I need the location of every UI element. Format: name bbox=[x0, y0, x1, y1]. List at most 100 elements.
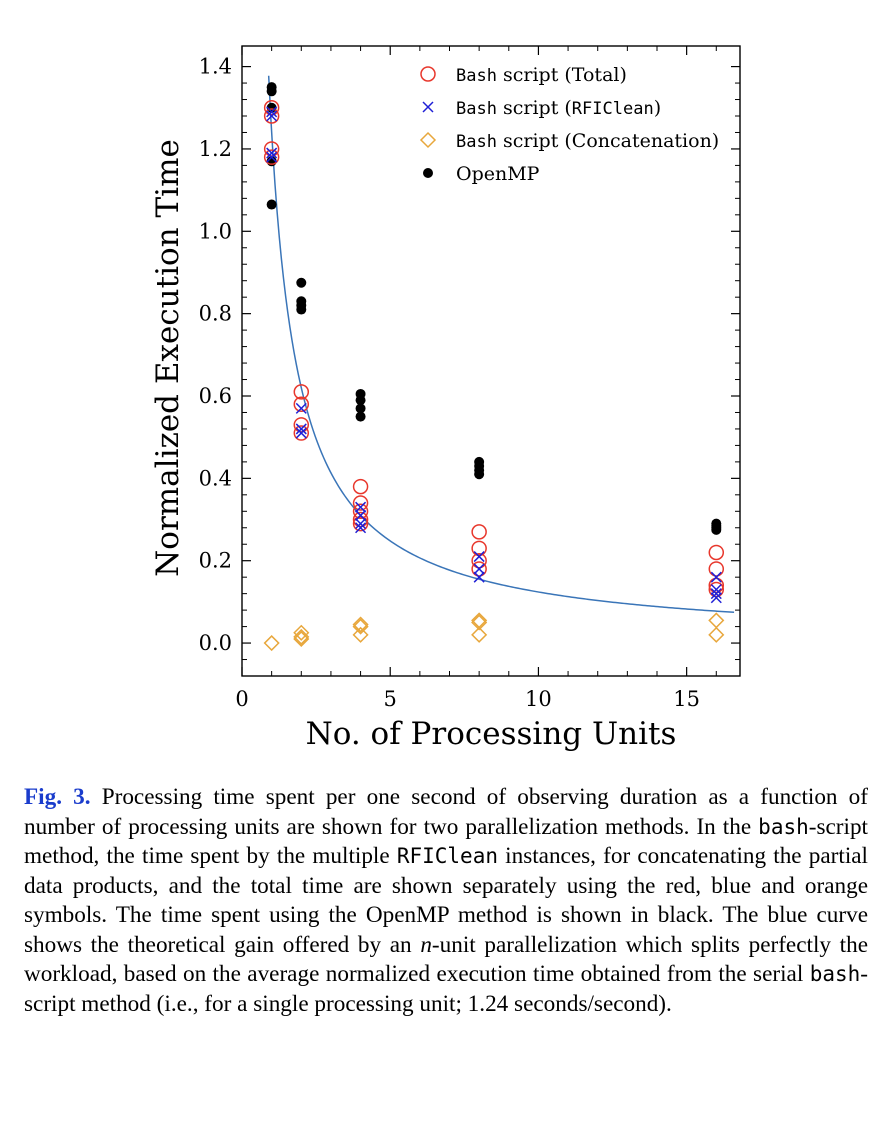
data-point bbox=[296, 304, 307, 315]
data-point bbox=[266, 110, 278, 122]
data-point bbox=[352, 495, 369, 511]
theory-curve bbox=[267, 75, 735, 614]
legend: Bash script (Total) Bash script (RFIClean… bbox=[419, 64, 719, 185]
y-tick-label: 0.4 bbox=[199, 466, 232, 490]
data-point-stroke bbox=[710, 588, 722, 600]
data-point bbox=[355, 518, 367, 530]
y-tick-label: 1.4 bbox=[199, 55, 232, 79]
data-point-stroke bbox=[295, 402, 307, 414]
data-point bbox=[708, 612, 725, 629]
data-point bbox=[266, 147, 278, 159]
data-point bbox=[708, 561, 725, 577]
y-tick-label: 0.8 bbox=[199, 302, 232, 326]
data-point bbox=[352, 626, 369, 643]
legend-entry: Bash script (RFIClean) bbox=[456, 97, 661, 119]
caption-text-3: instances, for concatenating the partial… bbox=[24, 843, 868, 958]
x-tick-label: 5 bbox=[384, 687, 397, 711]
legend-entry: OpenMP bbox=[456, 163, 540, 185]
data-point bbox=[293, 417, 310, 433]
data-point bbox=[710, 571, 722, 583]
y-tick-label: 1.0 bbox=[199, 219, 232, 243]
data-point bbox=[471, 552, 487, 569]
data-point bbox=[266, 86, 277, 97]
data-point bbox=[473, 551, 485, 563]
data-point bbox=[266, 151, 278, 163]
data-point-stroke bbox=[710, 583, 722, 596]
data-point bbox=[295, 402, 307, 414]
data-point bbox=[293, 630, 310, 648]
plot-frame bbox=[241, 45, 741, 677]
legend-entry: Bash script (Total) bbox=[456, 64, 627, 86]
data-point bbox=[263, 149, 280, 165]
data-point bbox=[352, 478, 369, 495]
caption-text-4: -unit parallelization which splits perfe… bbox=[24, 931, 868, 988]
plot-border bbox=[241, 45, 741, 677]
data-point bbox=[293, 624, 310, 641]
data-point bbox=[352, 618, 369, 635]
data-point bbox=[471, 540, 487, 557]
data-point bbox=[710, 588, 722, 600]
data-point bbox=[355, 522, 367, 534]
caption-text-5: -script method (i.e., for a single proce… bbox=[24, 961, 868, 1017]
caption-code-bash-2: bash bbox=[809, 962, 861, 986]
data-point bbox=[352, 503, 369, 520]
data-point bbox=[296, 277, 307, 288]
figure-caption: Fig. 3. Processing time spent per one se… bbox=[24, 783, 868, 1019]
x-tick-label: 15 bbox=[673, 687, 700, 711]
data-point-stroke bbox=[266, 151, 278, 163]
data-point bbox=[293, 384, 310, 400]
data-point bbox=[352, 616, 369, 633]
x-tick-label: 10 bbox=[525, 687, 552, 711]
data-point-stroke bbox=[710, 592, 722, 604]
caption-text-1: Processing time spent per one second of … bbox=[24, 784, 869, 840]
data-point bbox=[263, 141, 280, 157]
marks-layer bbox=[263, 75, 735, 652]
data-point bbox=[352, 511, 369, 528]
data-point bbox=[710, 583, 722, 596]
data-point bbox=[708, 581, 725, 598]
data-point-stroke bbox=[295, 427, 307, 439]
caption-text-2: -script method, the time spent by the mu… bbox=[24, 813, 868, 870]
data-point bbox=[708, 626, 725, 643]
data-point-stroke bbox=[266, 106, 278, 118]
data-point bbox=[473, 571, 485, 583]
data-point-stroke bbox=[295, 423, 307, 435]
figure-label[interactable]: Fig. 3. bbox=[24, 784, 91, 810]
data-point bbox=[471, 614, 488, 631]
y-axis-label: Normalized Execution Time bbox=[150, 139, 186, 577]
data-point bbox=[471, 626, 488, 643]
data-point-stroke bbox=[473, 551, 485, 563]
caption-italic-n: n bbox=[420, 931, 432, 958]
data-point bbox=[471, 524, 487, 540]
data-point bbox=[295, 423, 307, 435]
y-tick-label: 1.2 bbox=[199, 137, 232, 161]
y-tick-label: 0.2 bbox=[199, 549, 232, 573]
caption-code-rficlean: RFIClean bbox=[396, 844, 498, 868]
data-point bbox=[293, 425, 310, 441]
x-tick-label: 0 bbox=[235, 687, 248, 711]
data-point bbox=[355, 509, 367, 521]
data-point bbox=[355, 501, 367, 513]
data-point bbox=[710, 592, 722, 604]
chart: 0 5 10 15 0.0 0.2 0.4 0.6 0.8 1.0 1.2 1.4 Bash scri… bbox=[150, 45, 741, 752]
data-point bbox=[471, 561, 487, 577]
data-point-stroke bbox=[355, 522, 367, 534]
legend-marker bbox=[422, 101, 434, 113]
data-point bbox=[295, 427, 307, 439]
x-axis-label: No. of Processing Units bbox=[306, 716, 677, 752]
data-point bbox=[293, 396, 310, 412]
data-point bbox=[355, 411, 366, 422]
data-point bbox=[355, 395, 366, 406]
data-point-stroke bbox=[355, 518, 367, 530]
data-point-stroke bbox=[355, 501, 367, 513]
data-point bbox=[352, 515, 369, 532]
data-point bbox=[711, 524, 722, 535]
data-point bbox=[355, 403, 366, 414]
y-tick-label: 0.6 bbox=[199, 384, 232, 408]
data-point bbox=[263, 108, 280, 124]
data-point bbox=[473, 563, 485, 575]
data-point bbox=[708, 577, 725, 594]
data-point-stroke bbox=[266, 110, 278, 122]
caption-code-bash: bash bbox=[758, 814, 809, 839]
data-point-stroke bbox=[473, 571, 485, 583]
